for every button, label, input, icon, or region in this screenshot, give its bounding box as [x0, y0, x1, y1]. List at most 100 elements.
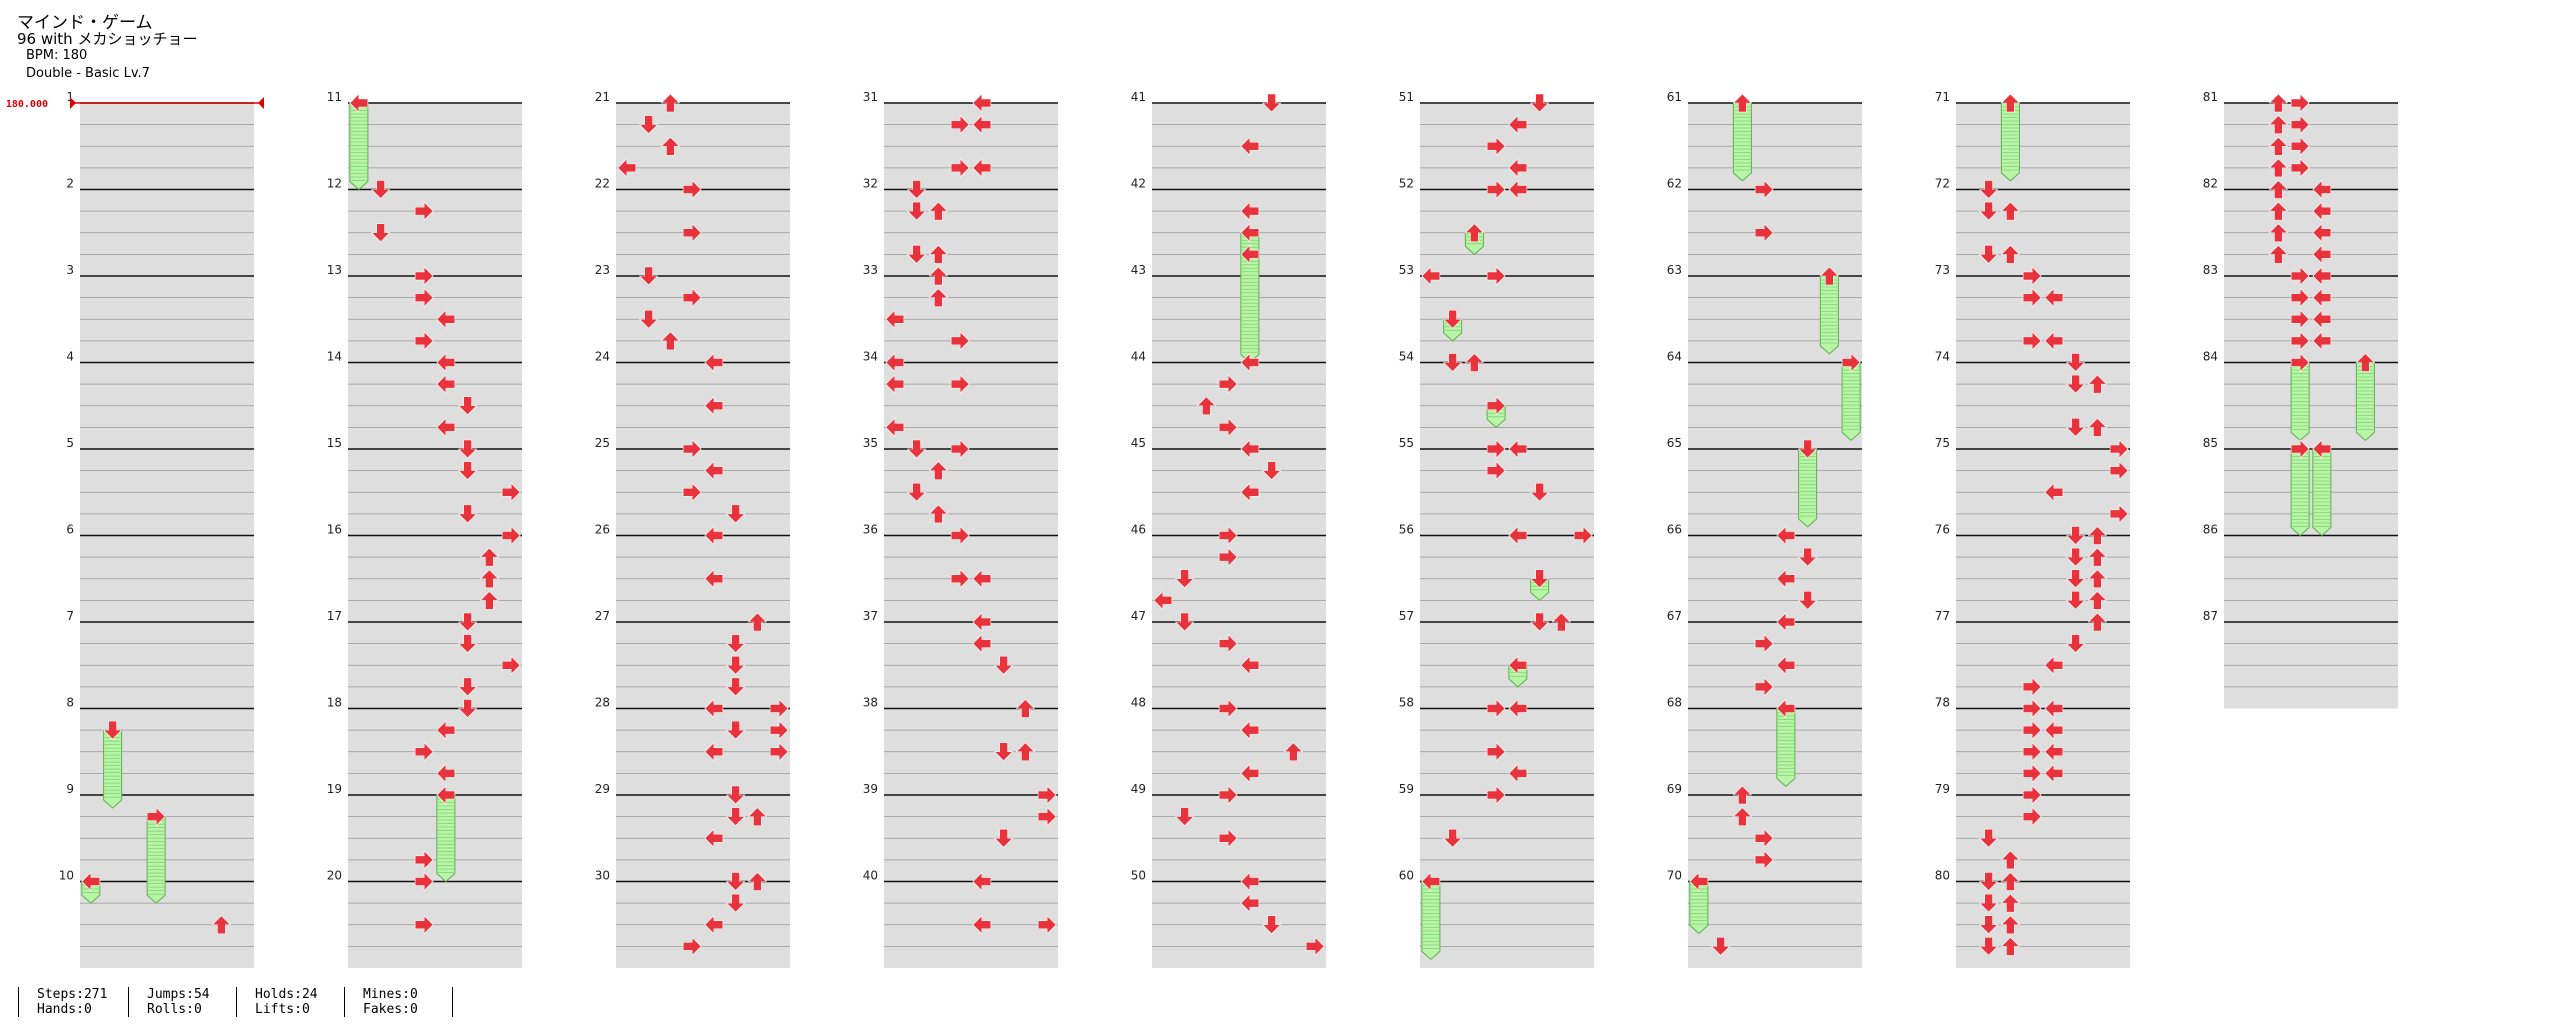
beat-band	[1152, 578, 1326, 601]
step-arrow	[885, 309, 905, 329]
beat-band	[1152, 405, 1326, 428]
measure-number: 40	[863, 869, 878, 883]
beat-band	[1420, 795, 1594, 817]
step-arrow	[1240, 136, 1260, 156]
hold-head-arrow	[2312, 439, 2332, 459]
beat-band	[1420, 254, 1594, 276]
beat-band	[1688, 362, 1862, 385]
measure-number: 30	[595, 869, 610, 883]
beat-band	[1420, 340, 1594, 363]
beat-band	[1420, 838, 1594, 860]
beat-band	[1420, 924, 1594, 947]
measure-number: 84	[2203, 350, 2218, 364]
step-arrow	[1240, 352, 1260, 373]
step-arrow	[2109, 460, 2129, 481]
measure-number: 71	[1935, 90, 1950, 104]
beat-band	[1152, 427, 1326, 449]
beat-band	[1420, 751, 1594, 774]
beat-band	[1688, 146, 1862, 168]
beat-band	[1152, 686, 1326, 709]
beat-band	[884, 816, 1058, 839]
measure-number: 70	[1667, 869, 1682, 883]
step-arrow	[1754, 223, 1774, 243]
measure-number: 82	[2203, 177, 2218, 191]
step-arrow	[972, 871, 992, 892]
step-arrow	[1196, 396, 1217, 416]
step-arrow	[501, 655, 521, 675]
beat-band	[80, 340, 254, 363]
beat-band	[616, 513, 790, 536]
beat-band	[1956, 643, 2130, 666]
beat-band	[348, 557, 522, 579]
step-arrow	[457, 677, 478, 697]
beat-band	[2224, 622, 2398, 644]
measure-number: 63	[1667, 263, 1682, 277]
step-arrow	[725, 785, 746, 805]
beat-band	[1152, 340, 1326, 363]
beat-band	[1420, 730, 1594, 752]
beat-band	[348, 773, 522, 795]
beat-band	[1152, 167, 1326, 190]
step-arrow	[1037, 785, 1057, 805]
bpm-marker-end	[258, 97, 264, 109]
measure-number: 47	[1131, 609, 1146, 623]
step-arrow	[1551, 612, 1572, 632]
stat-end-divider	[452, 987, 453, 1017]
beat-band	[1688, 816, 1862, 839]
beat-band	[2224, 492, 2398, 514]
beat-band	[1420, 686, 1594, 709]
beat-band	[348, 167, 522, 190]
measure-number: 60	[1399, 869, 1414, 883]
beat-band	[616, 751, 790, 774]
beat-band	[80, 276, 254, 298]
beat-band	[1956, 297, 2130, 320]
beat-band	[1152, 276, 1326, 298]
beat-band	[2224, 167, 2398, 190]
step-arrow	[906, 482, 927, 502]
beat-band	[1152, 449, 1326, 471]
beat-band	[80, 189, 254, 212]
beat-band	[1956, 427, 2130, 449]
step-arrow	[704, 742, 724, 762]
step-arrow	[2087, 374, 2108, 394]
beat-band	[1152, 708, 1326, 731]
measure-number: 54	[1399, 350, 1414, 364]
step-arrow	[1508, 179, 1528, 200]
beat-band	[348, 384, 522, 406]
beat-band	[1152, 211, 1326, 233]
fakes-count: Fakes:0	[363, 1002, 418, 1017]
step-arrow	[1240, 223, 1260, 243]
beat-band	[348, 427, 522, 449]
step-arrow	[2268, 201, 2289, 221]
step-arrow	[2290, 331, 2310, 351]
measure-number: 32	[863, 177, 878, 191]
beat-band	[1956, 795, 2130, 817]
hold-head-arrow	[2355, 353, 2376, 372]
beat-band	[1956, 103, 2130, 125]
beat-band	[2224, 600, 2398, 622]
step-arrow	[414, 266, 434, 286]
step-arrow	[993, 742, 1014, 762]
beat-band	[2224, 427, 2398, 449]
hold-body	[146, 816, 166, 904]
step-arrow	[2022, 677, 2042, 697]
hold-head-arrow	[1464, 223, 1485, 243]
step-arrow	[2290, 158, 2310, 178]
beat-band	[884, 665, 1058, 687]
step-arrow	[457, 396, 478, 416]
step-arrow	[1978, 245, 1999, 264]
step-arrow	[1978, 937, 1999, 956]
beat-band	[1420, 297, 1594, 320]
measure-number: 46	[1131, 523, 1146, 537]
measure-number: 12	[327, 177, 342, 191]
hold-head-arrow	[1508, 655, 1528, 675]
step-arrow	[2022, 742, 2042, 762]
beat-band	[1152, 492, 1326, 514]
beat-band	[1152, 124, 1326, 147]
beat-band	[1152, 903, 1326, 925]
step-arrow	[972, 915, 992, 935]
beat-band	[1956, 124, 2130, 147]
step-arrow	[906, 439, 927, 459]
beat-band	[2224, 319, 2398, 341]
hold-head-arrow	[349, 93, 369, 113]
